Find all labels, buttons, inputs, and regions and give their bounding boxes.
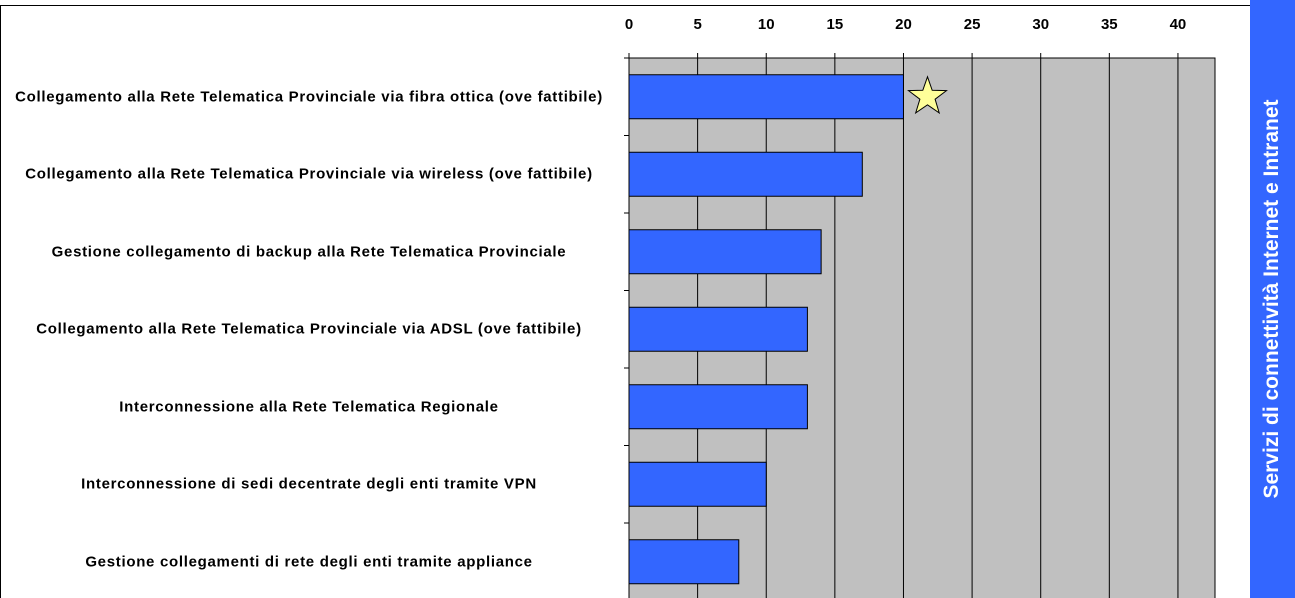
x-tick-label: 15 — [827, 16, 844, 33]
bar — [628, 151, 863, 197]
bar — [628, 74, 904, 120]
plot: 0 5 10 15 20 25 30 35 40 — [0, 5, 1250, 598]
x-tick-label: 35 — [1101, 16, 1118, 33]
y-tick-label: Collegamento alla Rete Telematica Provin… — [25, 165, 593, 183]
x-tick-label: 5 — [693, 16, 701, 33]
y-tick-label: Interconnessione alla Rete Telematica Re… — [119, 398, 499, 416]
bar — [628, 306, 808, 352]
x-tick-label: 25 — [964, 16, 981, 33]
group-band: Servizi di connettività Internet e Intra… — [1250, 0, 1295, 598]
bar — [628, 384, 808, 430]
bar — [628, 539, 740, 585]
bar — [628, 229, 822, 275]
y-tick-label: Collegamento alla Rete Telematica Provin… — [36, 320, 582, 338]
x-tick-label: 10 — [758, 16, 775, 33]
star — [907, 75, 948, 115]
group-label: Servizi di connettività Internet e Intra… — [1260, 99, 1283, 499]
chart-border — [0, 5, 1250, 598]
x-tick-label: 40 — [1170, 16, 1187, 33]
y-tick-label: Collegamento alla Rete Telematica Provin… — [15, 88, 603, 106]
y-tick-label: Gestione collegamenti di rete degli enti… — [85, 553, 533, 571]
x-tick-label: 20 — [895, 16, 912, 33]
x-tick-label: 30 — [1032, 16, 1049, 33]
y-tick-label: Gestione collegamento di backup alla Ret… — [51, 243, 567, 261]
bar — [628, 461, 767, 507]
y-tick-label: Interconnessione di sedi decentrate degl… — [81, 475, 537, 493]
x-tick-label: 0 — [625, 16, 633, 33]
